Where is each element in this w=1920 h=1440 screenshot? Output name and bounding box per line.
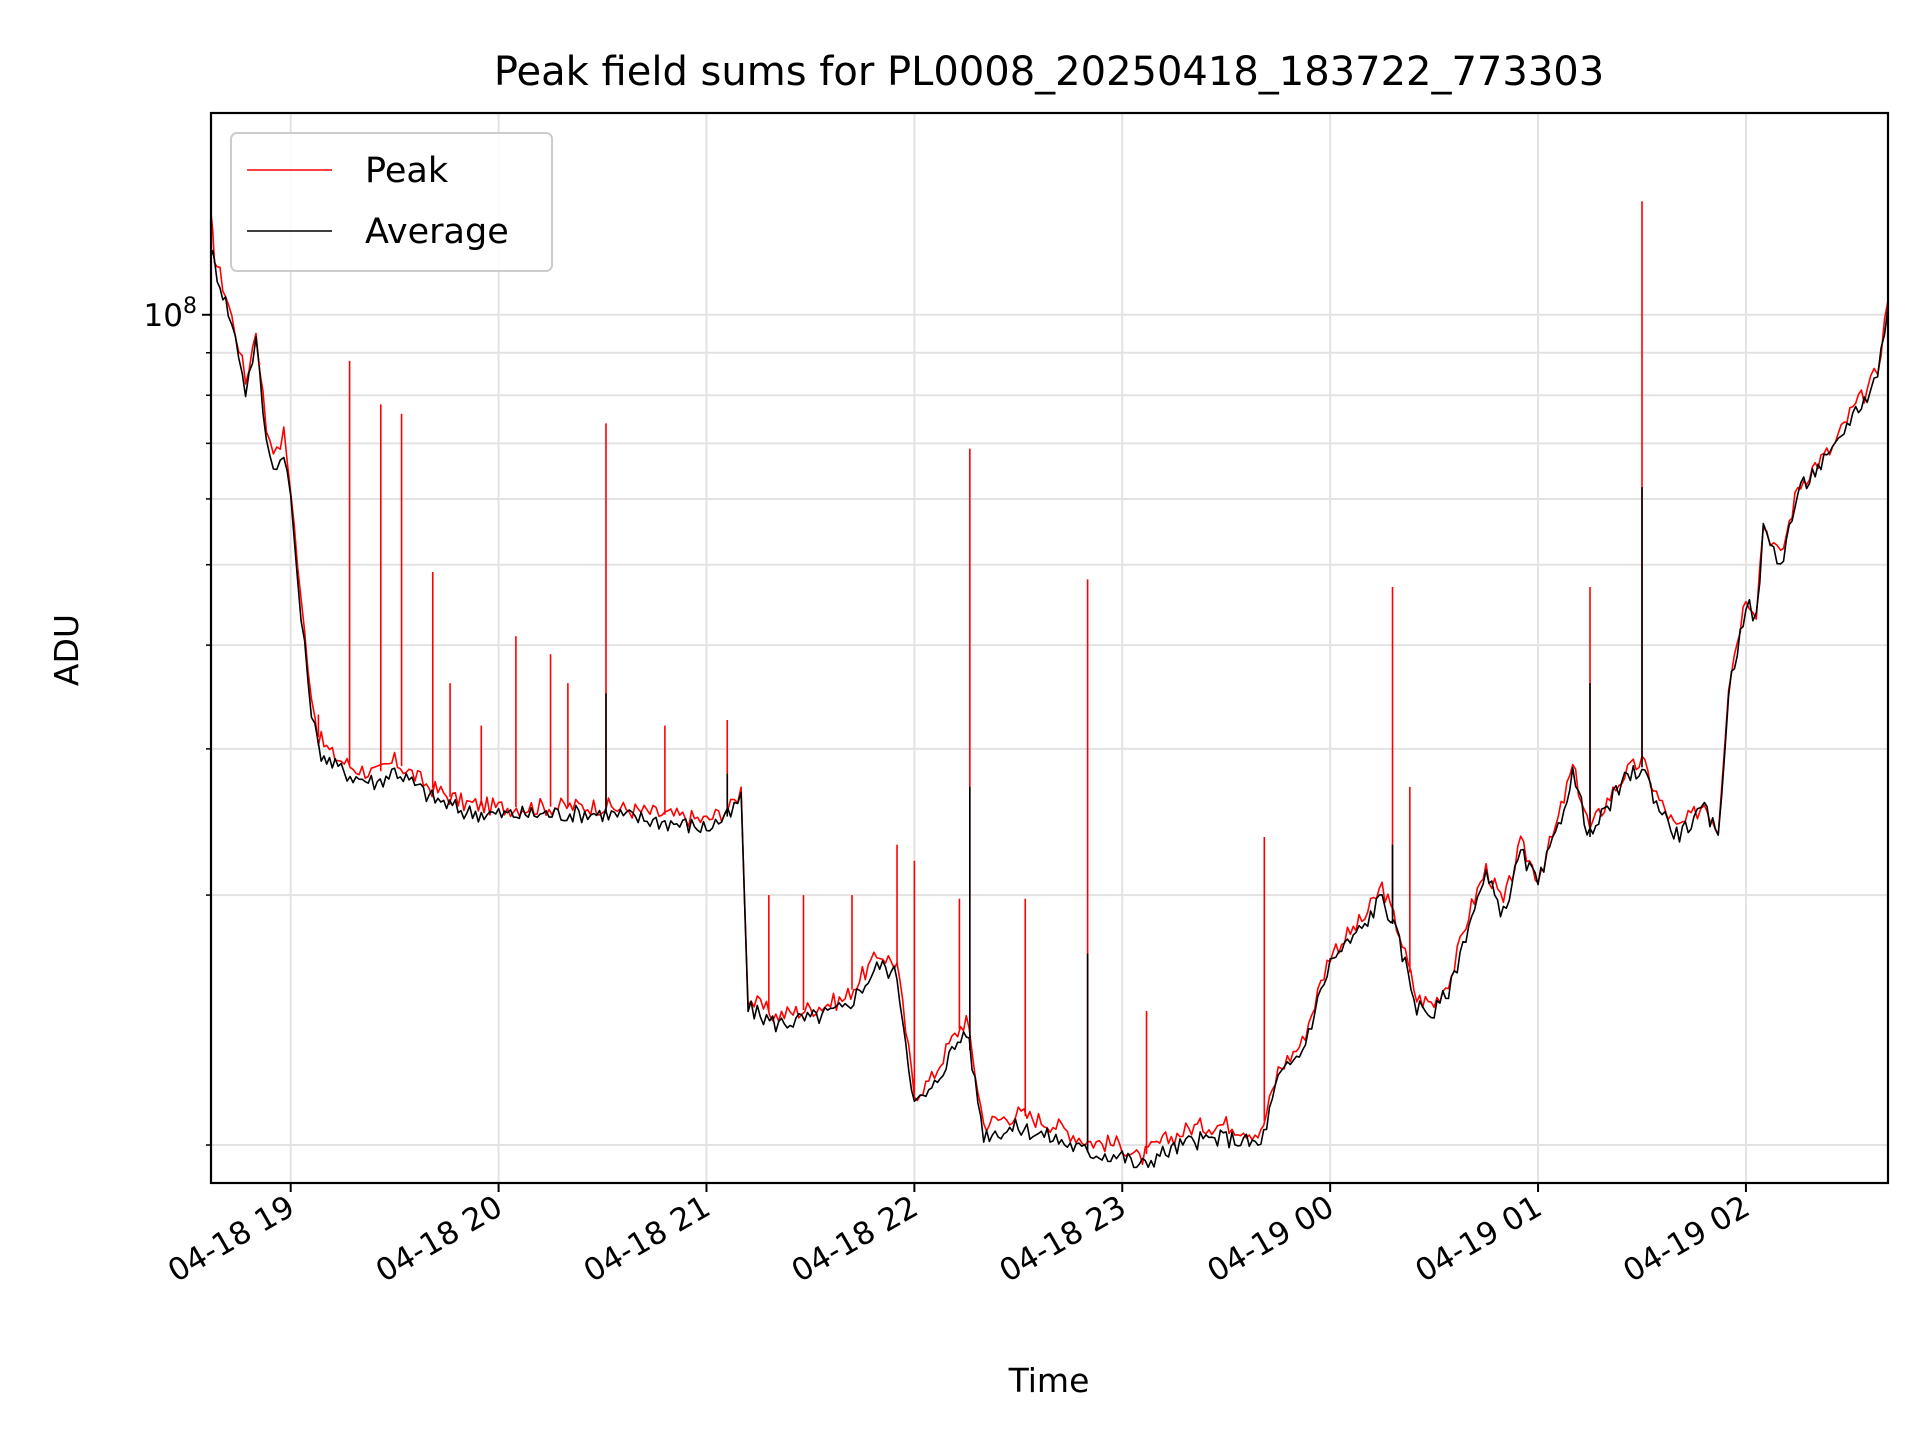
y-tick-label: 108 (144, 294, 197, 334)
legend-box (230, 132, 553, 272)
chart-title: Peak field sums for PL0008_20250418_1837… (494, 49, 1604, 95)
series-layer (210, 201, 1889, 1169)
x-axis-title: Time (1008, 1361, 1090, 1400)
series-line-peak (210, 213, 1889, 1166)
legend-label-peak: Peak (365, 151, 449, 191)
series-line-average (210, 249, 1889, 1169)
plot-area-frame (209, 111, 1890, 1185)
legend: Peak Average (230, 132, 553, 272)
legend-label-average: Average (365, 212, 509, 252)
grid (211, 113, 1888, 1183)
y-axis-title: ADU (47, 614, 86, 686)
